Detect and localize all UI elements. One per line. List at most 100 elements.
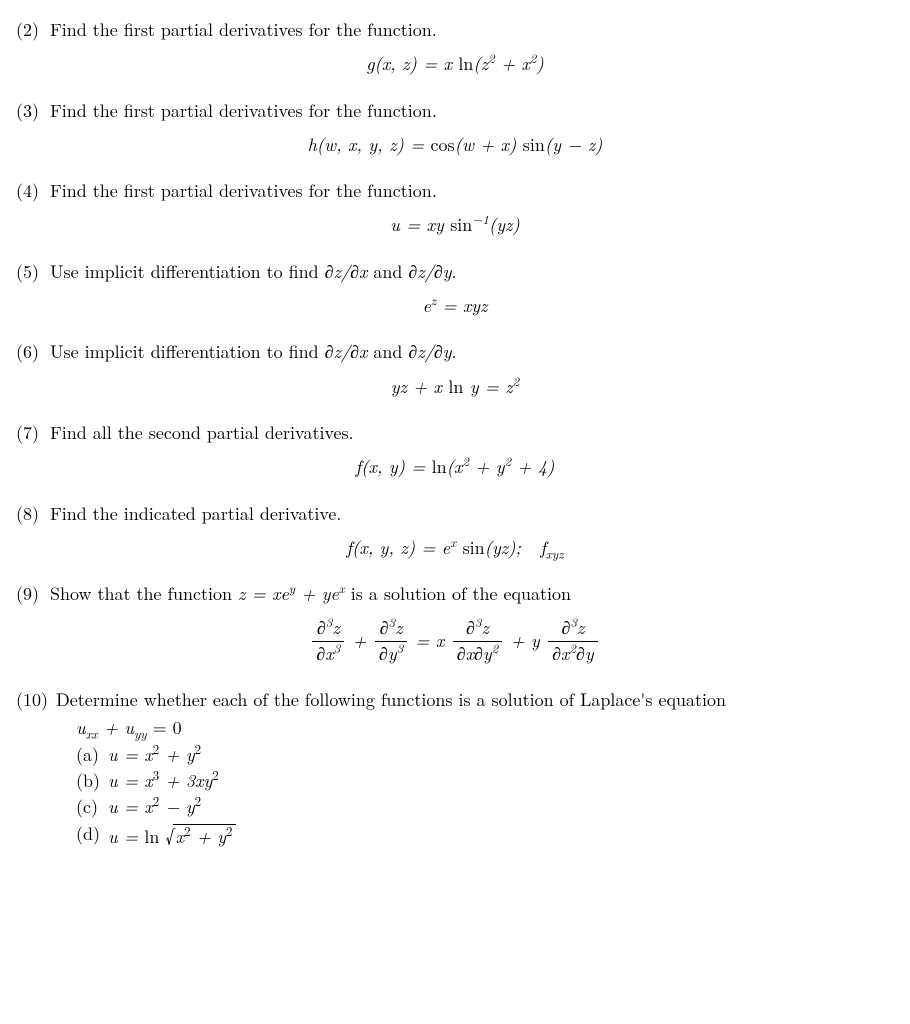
eq-mid: y = z: [463, 374, 512, 399]
problem-2: (2) Find the first partial derivatives f…: [16, 18, 894, 77]
eq-arg1: (w + x): [455, 132, 523, 157]
problem-text: Find the first partial derivatives for t…: [50, 99, 894, 123]
equation: f(x, y) = ln(x2 + y2 + 4): [16, 455, 894, 479]
fn-ln: ln: [448, 374, 463, 399]
equation: ∂3z ∂x3 + ∂3z ∂y3 = x ∂3z ∂x∂y2 + y ∂3z …: [16, 616, 894, 666]
sup: 2: [513, 371, 520, 390]
fn-sin: sin: [463, 535, 485, 560]
equation: yz + x ln y = z2: [16, 375, 894, 399]
fn-sin: sin: [523, 132, 545, 157]
prompt-row: (6) Use implicit differentiation to find…: [16, 340, 894, 364]
laplace-eq: uxx + uyy = 0: [76, 716, 894, 740]
prompt-row: (9) Show that the function z = xey + yex…: [16, 582, 894, 606]
fn-ln: ln: [458, 51, 473, 76]
problem-text: Show that the function z = xey + yex is …: [50, 582, 894, 606]
frac-3: ∂3z ∂x∂y2: [453, 616, 503, 666]
eq-lhs: h(w, x, y, z) =: [308, 132, 431, 157]
eq-arg: (yz): [489, 212, 520, 237]
prompt-row: (7) Find all the second partial derivati…: [16, 421, 894, 445]
sub-eq: u = ln √x2 + y2: [108, 822, 236, 849]
partial-1: ∂z/∂x: [325, 259, 368, 284]
eq-lhs: g(x, z) = x: [366, 51, 452, 76]
eq-lhs: yz + x: [391, 374, 449, 399]
problem-number: (8): [16, 502, 50, 526]
eq-lhs: e: [423, 293, 431, 318]
frac-1: ∂3z ∂x3: [312, 616, 344, 666]
sup: −1: [472, 209, 489, 228]
problem-9: (9) Show that the function z = xey + yex…: [16, 582, 894, 666]
fn-ln: ln: [144, 824, 159, 849]
problem-4: (4) Find the first partial derivatives f…: [16, 179, 894, 238]
problem-text: Find the first partial derivatives for t…: [50, 179, 894, 203]
partial-1: ∂z/∂x: [325, 339, 368, 364]
equation: f(x, y, z) = ex sin(yz); fxyz: [16, 536, 894, 560]
subitem-c: (c) u = x2 − y2: [76, 795, 894, 819]
sub-label: (c): [76, 795, 108, 819]
eq-rhs: = xyz: [436, 293, 487, 318]
partial-2: ∂z/∂y: [408, 339, 451, 364]
sub-label: (a): [76, 743, 108, 767]
equation: ez = xyz: [16, 294, 894, 318]
sub-eq: u = x2 + y2: [108, 743, 201, 767]
problem-text: Use implicit differentiation to find ∂z/…: [50, 260, 894, 284]
problem-text: Determine whether each of the following …: [56, 688, 894, 712]
eq-arg-b: + y: [469, 454, 504, 479]
eq-arg2: (y − z): [545, 132, 603, 157]
problem-number: (4): [16, 179, 50, 203]
prompt-row: (10) Determine whether each of the follo…: [16, 688, 894, 712]
equation: g(x, z) = x ln(z2 + x2): [16, 52, 894, 76]
sub-eq: u = x3 + 3xy2: [108, 769, 219, 793]
partial-2: ∂z/∂y: [408, 259, 451, 284]
problem-number: (7): [16, 421, 50, 445]
problem-number: (5): [16, 260, 50, 284]
problem-text: Find the indicated partial derivative.: [50, 502, 894, 526]
fn-cos: cos: [431, 132, 455, 157]
problem-6: (6) Use implicit differentiation to find…: [16, 340, 894, 399]
equation: h(w, x, y, z) = cos(w + x) sin(y − z): [16, 133, 894, 157]
problem-number: (6): [16, 340, 50, 364]
plus: +: [353, 629, 367, 653]
sub-label: (d): [76, 822, 108, 849]
inline-eq-a: z = xe: [238, 581, 289, 606]
problem-number: (2): [16, 18, 50, 42]
problem-text: Find the first partial derivatives for t…: [50, 18, 894, 42]
eq-lhs: f(x, y) =: [356, 454, 432, 479]
problem-3: (3) Find the first partial derivatives f…: [16, 99, 894, 158]
sqrt: √x2 + y2: [165, 822, 235, 849]
problem-5: (5) Use implicit differentiation to find…: [16, 260, 894, 319]
fn-sin: sin: [450, 212, 472, 237]
problem-text: Find all the second partial derivatives.: [50, 421, 894, 445]
eq-lhs: u = xy: [390, 212, 450, 237]
eq-plus: + x: [495, 51, 530, 76]
problem-10: (10) Determine whether each of the follo…: [16, 688, 894, 849]
sup: 2: [488, 48, 495, 67]
prompt-row: (5) Use implicit differentiation to find…: [16, 260, 894, 284]
problem-7: (7) Find all the second partial derivati…: [16, 421, 894, 480]
subitem-b: (b) u = x3 + 3xy2: [76, 769, 894, 793]
inline-eq-b: + ye: [295, 581, 339, 606]
sub-label: (b): [76, 769, 108, 793]
sub-eq: u = x2 − y2: [108, 795, 201, 819]
plus: + y: [511, 629, 540, 653]
problem-number: (10): [16, 688, 56, 712]
eq-arg-a: (z: [473, 51, 488, 76]
problem-number: (9): [16, 582, 50, 606]
problem-8: (8) Find the indicated partial derivativ…: [16, 502, 894, 561]
equation: u = xy sin−1(yz): [16, 213, 894, 237]
subitem-a: (a) u = x2 + y2: [76, 743, 894, 767]
eq-arg: (yz);: [485, 535, 521, 560]
prompt-row: (2) Find the first partial derivatives f…: [16, 18, 894, 42]
problem-number: (3): [16, 99, 50, 123]
fn-ln: ln: [432, 454, 447, 479]
eq-arg-a: (x: [447, 454, 463, 479]
frac-2: ∂3z ∂y3: [375, 616, 407, 666]
frac-4: ∂3z ∂x2∂y: [548, 616, 598, 666]
eq-arg-c: + 4): [511, 454, 554, 479]
prompt-row: (4) Find the first partial derivatives f…: [16, 179, 894, 203]
subitem-d: (d) u = ln √x2 + y2: [76, 822, 894, 849]
prompt-row: (8) Find the indicated partial derivativ…: [16, 502, 894, 526]
sub: xyz: [546, 543, 564, 562]
prompt-row: (3) Find the first partial derivatives f…: [16, 99, 894, 123]
problem-text: Use implicit differentiation to find ∂z/…: [50, 340, 894, 364]
eq-sign: = x: [416, 629, 445, 653]
